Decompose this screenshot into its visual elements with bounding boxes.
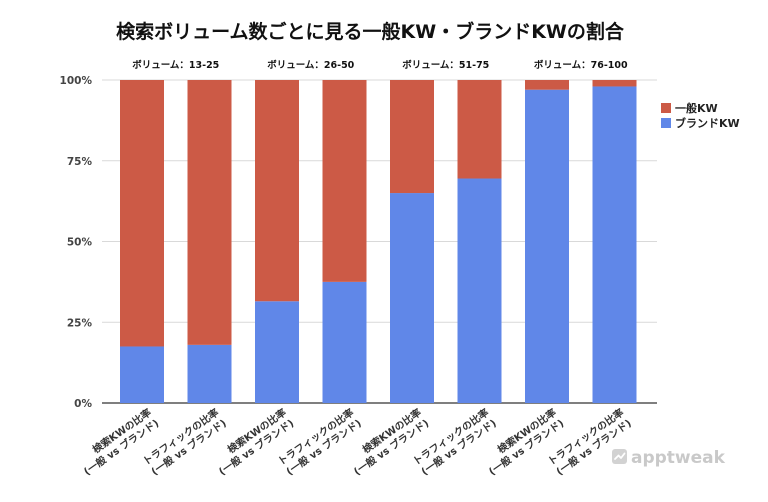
bar-segment-general <box>187 80 232 345</box>
bar-segment-brand <box>187 344 232 403</box>
bar-segment-brand <box>390 193 434 403</box>
bar-segment-brand <box>322 281 367 403</box>
chart-title: 検索ボリューム数ごとに見る一般KW・ブランドKWの割合 <box>116 20 625 43</box>
watermark-text: apptweak <box>631 448 726 468</box>
apptweak-watermark: apptweak <box>612 448 726 468</box>
y-tick-label: 100% <box>60 75 93 87</box>
bar-segment-general <box>120 80 164 347</box>
bar-segment-brand <box>457 178 502 403</box>
bar-segment-general <box>322 80 367 282</box>
apptweak-logo-icon <box>612 449 627 464</box>
bar-segment-brand <box>592 86 637 404</box>
x-tick-label: トラフィックの比率(一般 vs ブランド) <box>140 406 228 478</box>
bar-segment-general <box>592 80 637 87</box>
y-tick-label: 75% <box>67 156 93 168</box>
group-header: ボリューム：26-50 <box>267 59 354 71</box>
bar-segment-general <box>390 80 434 194</box>
y-tick-label: 25% <box>67 317 93 329</box>
bar-segment-general <box>457 80 502 179</box>
group-header: ボリューム：51-75 <box>402 59 489 71</box>
x-tick-label: トラフィックの比率(一般 vs ブランド) <box>545 406 633 478</box>
bar-segment-brand <box>255 301 299 403</box>
legend-label: ブランドKW <box>675 116 740 130</box>
bar-segment-brand <box>525 89 569 403</box>
y-tick-label: 50% <box>67 237 93 249</box>
y-tick-label: 0% <box>74 398 92 410</box>
bar-segment-general <box>525 80 569 90</box>
legend-swatch <box>661 118 671 128</box>
bar-segment-general <box>255 80 299 302</box>
group-header: ボリューム：76-100 <box>534 59 628 71</box>
bar-segment-brand <box>120 346 164 403</box>
x-tick-label: トラフィックの比率(一般 vs ブランド) <box>410 406 498 478</box>
x-tick-label: トラフィックの比率(一般 vs ブランド) <box>275 406 363 478</box>
group-header: ボリューム：13-25 <box>132 59 219 71</box>
legend-label: 一般KW <box>675 101 718 115</box>
legend-swatch <box>661 103 671 113</box>
